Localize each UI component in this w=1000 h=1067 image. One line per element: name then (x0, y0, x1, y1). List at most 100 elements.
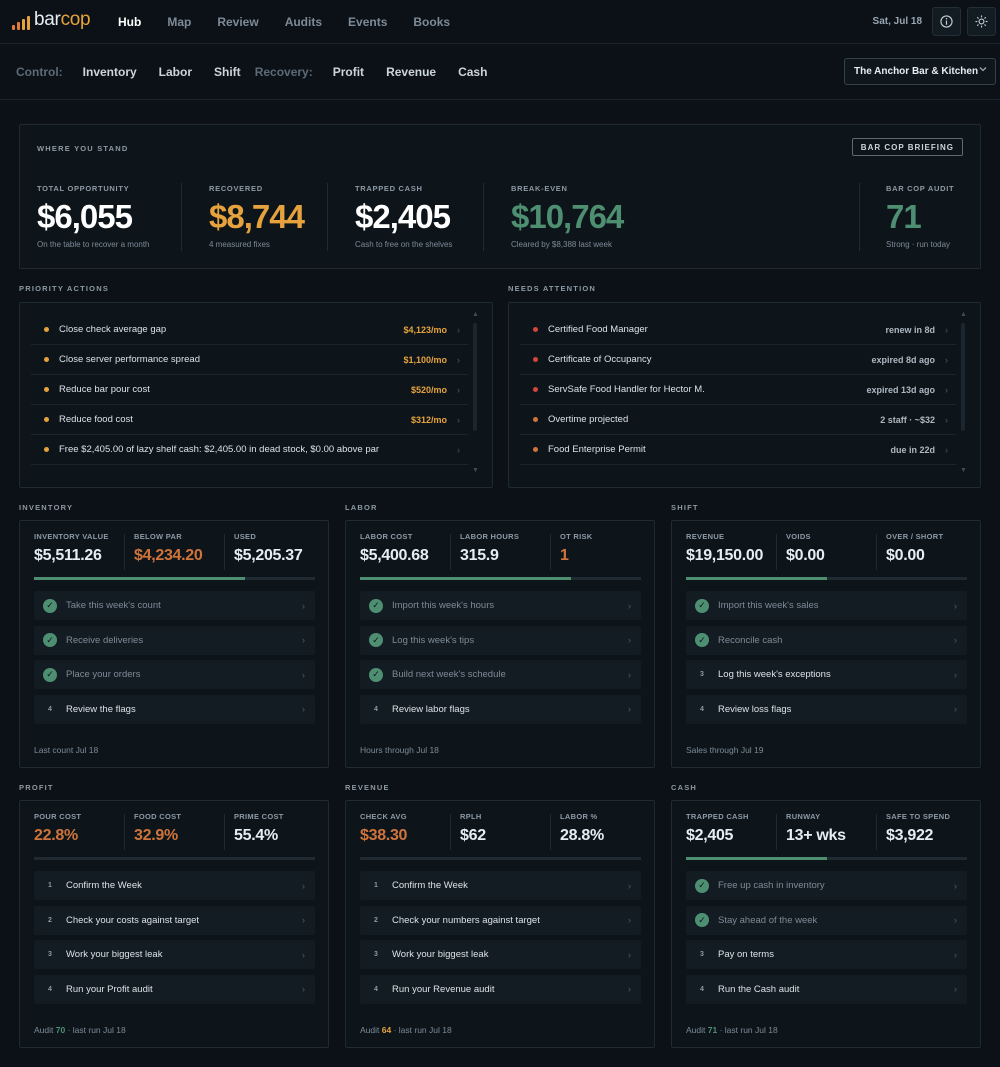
audit-label: Audit (34, 1025, 56, 1035)
module-step[interactable]: 4 Run your Profit audit › (34, 974, 315, 1004)
scrollbar[interactable] (473, 323, 477, 431)
metric-value: $5,511.26 (34, 547, 102, 564)
divider (224, 534, 225, 570)
module-step[interactable]: 4 Run your Revenue audit › (360, 974, 641, 1004)
module-step[interactable]: ✓ Free up cash in inventory › (686, 871, 967, 900)
scrollbar[interactable] (961, 323, 965, 431)
step-number: 1 (48, 882, 52, 889)
brand-logo[interactable]: barcop (12, 9, 91, 30)
priority-item[interactable]: Close server performance spread $1,100/mo… (31, 345, 468, 375)
attention-item[interactable]: Overtime projected 2 staff · ~$32 › (520, 405, 956, 435)
subnav-inventory[interactable]: Inventory (82, 65, 137, 79)
nav-hub[interactable]: Hub (118, 15, 142, 29)
stat-sub: Cleared by $8,388 last week (511, 240, 612, 249)
briefing-button[interactable]: BAR COP BRIEFING (851, 138, 963, 156)
sun-icon (975, 15, 988, 28)
attention-item[interactable]: Certificate of Occupancy expired 8d ago › (520, 345, 956, 375)
priority-item[interactable]: Reduce food cost $312/mo › (31, 405, 468, 435)
metric-label: INVENTORY VALUE (34, 532, 109, 541)
module-footer: Hours through Jul 18 (360, 745, 439, 755)
step-label: Review loss flags (718, 703, 792, 715)
stat-sub: Cash to free on the shelves (355, 240, 453, 249)
status-dot (533, 387, 538, 392)
scroll-down-icon[interactable]: ▼ (960, 467, 967, 474)
module-step[interactable]: 4 Review labor flags › (360, 694, 641, 724)
priority-item[interactable]: Reduce bar pour cost $520/mo › (31, 375, 468, 405)
divider (327, 183, 328, 251)
stat-label: BAR COP AUDIT (886, 184, 955, 193)
module-step[interactable]: ✓ Import this week's sales › (686, 591, 967, 620)
module-card-labor: LABOR COST $5,400.68 LABOR HOURS 315.9 OT RI… (345, 520, 655, 768)
venue-select[interactable]: The Anchor Bar & Kitchen (844, 58, 996, 85)
stat-sub: On the table to recover a month (37, 240, 150, 249)
module-step[interactable]: ✓ Stay ahead of the week › (686, 905, 967, 935)
module-progress-fill (34, 577, 245, 580)
module-title-inventory: INVENTORY (19, 503, 74, 512)
module-step[interactable]: ✓ Receive deliveries › (34, 625, 315, 655)
chevron-right-icon: › (628, 704, 631, 714)
module-step[interactable]: ✓ Reconcile cash › (686, 625, 967, 655)
priority-item[interactable]: Free $2,405.00 of lazy shelf cash: $2,40… (31, 435, 468, 465)
chevron-right-icon: › (628, 635, 631, 645)
module-step[interactable]: 1 Confirm the Week › (34, 871, 315, 900)
nav-map[interactable]: Map (167, 15, 192, 29)
module-step[interactable]: 3 Pay on terms › (686, 940, 967, 969)
scroll-up-icon[interactable]: ▲ (960, 311, 967, 318)
attention-item-text: Overtime projected (548, 414, 629, 425)
chevron-right-icon: › (945, 414, 948, 425)
module-step[interactable]: ✓ Place your orders › (34, 660, 315, 689)
priority-item[interactable]: Close check average gap $4,123/mo › (31, 315, 468, 345)
chevron-right-icon: › (954, 880, 957, 891)
logo-bars-icon (12, 16, 30, 30)
subnav-labor[interactable]: Labor (158, 65, 193, 79)
where-you-stand-panel: WHERE YOU STAND BAR COP BRIEFING TOTAL O… (19, 124, 981, 269)
metric-ot-risk: OT RISK 1 (560, 532, 593, 565)
check-icon: ✓ (695, 878, 709, 893)
module-step[interactable]: ✓ Log this week's tips › (360, 625, 641, 655)
scroll-up-icon[interactable]: ▲ (472, 311, 479, 318)
metric-used: USED $5,205.37 (234, 532, 303, 565)
subnav-cash[interactable]: Cash (458, 65, 488, 79)
nav-review[interactable]: Review (217, 15, 259, 29)
module-step[interactable]: 4 Review the flags › (34, 694, 315, 724)
module-step[interactable]: ✓ Import this week's hours › (360, 591, 641, 620)
nav-events[interactable]: Events (348, 15, 388, 29)
module-step[interactable]: 2 Check your numbers against target › (360, 905, 641, 935)
divider (876, 814, 877, 850)
attention-item[interactable]: ServSafe Food Handler for Hector M. expir… (520, 375, 956, 405)
metric-inventory-value: INVENTORY VALUE $5,511.26 (34, 532, 109, 565)
module-step[interactable]: 3 Work your biggest leak › (34, 940, 315, 969)
priority-item-text: Free $2,405.00 of lazy shelf cash: $2,40… (59, 444, 380, 455)
check-icon: ✓ (43, 598, 57, 613)
nav-audits[interactable]: Audits (284, 15, 323, 29)
stat-label: BREAK-EVEN (511, 184, 568, 193)
module-step[interactable]: 3 Work your biggest leak › (360, 940, 641, 969)
scroll-down-icon[interactable]: ▼ (472, 467, 479, 474)
stat-label: TRAPPED CASH (355, 184, 423, 193)
module-step[interactable]: 2 Check your costs against target › (34, 905, 315, 935)
attention-item[interactable]: Certified Food Manager renew in 8d › (520, 315, 956, 345)
theme-toggle-button[interactable] (967, 7, 996, 36)
subnav-revenue[interactable]: Revenue (386, 65, 437, 79)
step-label: Free up cash in inventory (718, 880, 825, 891)
module-step[interactable]: ✓ Take this week's count › (34, 591, 315, 620)
module-title-shift: SHIFT (671, 503, 699, 512)
subnav-profit[interactable]: Profit (332, 65, 365, 79)
module-step[interactable]: ✓ Build next week's schedule › (360, 660, 641, 689)
subnav-shift[interactable]: Shift (214, 65, 241, 79)
module-step[interactable]: 4 Run the Cash audit › (686, 974, 967, 1004)
metric-value: 55.4% (234, 827, 278, 844)
current-date: Sat, Jul 18 (872, 16, 922, 27)
attention-item[interactable]: Food Enterprise Permit due in 22d › (520, 435, 956, 465)
divider (450, 534, 451, 570)
module-step[interactable]: 4 Review loss flags › (686, 694, 967, 724)
venue-select-value: The Anchor Bar & Kitchen (854, 66, 979, 77)
chevron-right-icon: › (628, 669, 631, 680)
nav-books[interactable]: Books (413, 15, 451, 29)
stat-bar-cop-audit[interactable]: BAR COP AUDIT 71 Strong · run today (886, 184, 954, 249)
module-step[interactable]: 3 Log this week's exceptions › (686, 660, 967, 689)
info-button[interactable] (932, 7, 961, 36)
module-step[interactable]: 1 Confirm the Week › (360, 871, 641, 900)
brand-name: barcop (34, 9, 91, 30)
status-dot (44, 447, 49, 452)
